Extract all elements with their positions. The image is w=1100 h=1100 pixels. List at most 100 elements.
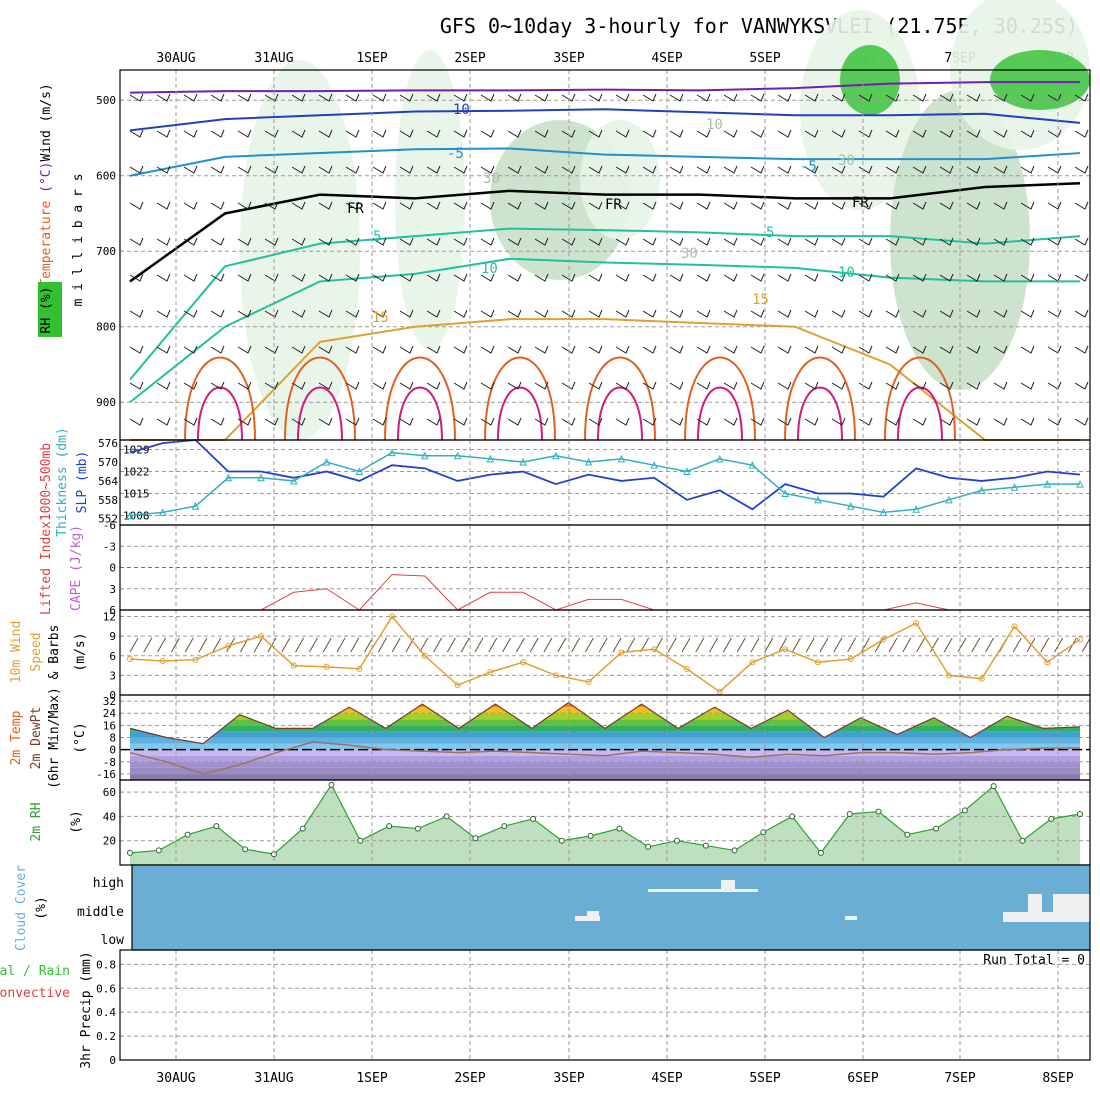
lifted-index-ylabel: Lifted Index <box>39 521 54 615</box>
pressure-tick-label: 700 <box>96 245 116 258</box>
wind-barb <box>372 93 387 102</box>
wind-barb <box>966 417 981 426</box>
wind-barb <box>129 129 144 138</box>
wind-barb <box>588 201 603 210</box>
wind-barb <box>858 273 873 282</box>
wind-barb <box>885 381 900 390</box>
wind-barb <box>885 345 900 354</box>
top-date-label: 4SEP <box>651 51 682 66</box>
wind-barb <box>966 273 981 282</box>
contour-label: 5 <box>766 225 774 241</box>
wind-barb <box>399 417 414 426</box>
wind-barb <box>345 309 360 318</box>
thickness-line <box>129 451 1080 517</box>
wind-barb <box>669 381 684 390</box>
wind-barb <box>210 417 225 426</box>
wind-barb <box>1047 309 1062 318</box>
wind-barb <box>129 237 144 246</box>
wind-speed-point <box>847 656 854 663</box>
wind-barb <box>377 637 387 653</box>
wind-barb <box>183 273 198 282</box>
wind-barb <box>318 273 333 282</box>
wind-speed-point <box>454 682 461 689</box>
contour-label: FR <box>605 197 622 213</box>
temp-tick-label: -16 <box>96 768 116 781</box>
wind-barb <box>143 637 153 653</box>
wind-barb <box>453 129 468 138</box>
top-date-label: 31AUG <box>254 51 293 66</box>
temperature-contour--10 <box>129 108 1081 132</box>
thickness-marker <box>1010 483 1019 491</box>
wind-barb <box>615 273 630 282</box>
warm-contour-loop <box>684 356 756 441</box>
wind-barb <box>831 201 846 210</box>
wind-barb <box>615 309 630 318</box>
wind-barb <box>561 345 576 354</box>
rh2m-point <box>184 831 191 838</box>
wind-barb <box>831 345 846 354</box>
wind-barb <box>237 237 252 246</box>
rh2m-line <box>129 783 1081 855</box>
wind-barb <box>264 345 279 354</box>
pressure-axis-label: m i l l i b a r s <box>71 173 86 306</box>
wind-barb <box>534 273 549 282</box>
wind-barb <box>419 637 429 653</box>
rh2m-point <box>386 823 393 830</box>
wind-barb <box>318 93 333 102</box>
wind-barb <box>453 345 468 354</box>
temp-band <box>130 737 1080 744</box>
wind-barb <box>912 201 927 210</box>
wind-barb <box>480 129 495 138</box>
wind-speed-tick-label: 12 <box>103 611 116 624</box>
wind-barb <box>399 309 414 318</box>
wind-barb <box>291 417 306 426</box>
wind-barb <box>750 273 765 282</box>
rh2m-point <box>1048 815 1055 822</box>
wind-barb <box>426 201 441 210</box>
wind-barb <box>723 273 738 282</box>
thickness-marker <box>1076 479 1084 488</box>
wind-barb <box>129 345 144 354</box>
wind-barb <box>210 237 225 246</box>
bottom-date-label: 30AUG <box>156 1071 195 1086</box>
wind-barb <box>345 345 360 354</box>
wind-speed-tick-label: 9 <box>109 630 116 643</box>
thickness-marker <box>748 461 757 469</box>
wind-barb <box>480 201 495 210</box>
wind-barb <box>722 637 732 653</box>
wind-barb <box>966 93 981 102</box>
wind-barb <box>183 237 198 246</box>
wind-barb <box>1020 129 1035 138</box>
temp-ylabel-mid: 2m DewPt <box>29 707 44 770</box>
wind-speed-point <box>127 656 133 663</box>
wind-barb <box>291 345 306 354</box>
wind-barb <box>764 637 774 653</box>
wind-barb <box>736 637 746 653</box>
wind-barb <box>318 417 333 426</box>
wind-ylabel-mid: Speed <box>29 632 44 671</box>
wind-barb <box>902 637 912 653</box>
wind-barb <box>372 129 387 138</box>
wind-barb <box>426 381 441 390</box>
wind-barb <box>561 201 576 210</box>
bottom-date-label: 2SEP <box>454 1071 485 1086</box>
wind-barb <box>777 129 792 138</box>
wind-barb <box>750 93 765 102</box>
wind-barb <box>399 93 414 102</box>
wind-barb <box>372 309 387 318</box>
wind-barb <box>777 417 792 426</box>
precip-tick-label: 0 <box>109 1054 116 1067</box>
wind-barb <box>1040 637 1050 653</box>
wind-barb <box>529 637 539 653</box>
wind-barb <box>534 93 549 102</box>
wind-barb <box>966 381 981 390</box>
wind-barb <box>460 637 470 653</box>
wind-barb <box>966 129 981 138</box>
wind-barb <box>939 417 954 426</box>
warm-contour-loop <box>384 356 456 441</box>
wind-barb <box>777 309 792 318</box>
rh2m-area <box>130 784 1080 865</box>
temp-band <box>130 749 1080 756</box>
wind-barb <box>507 381 522 390</box>
